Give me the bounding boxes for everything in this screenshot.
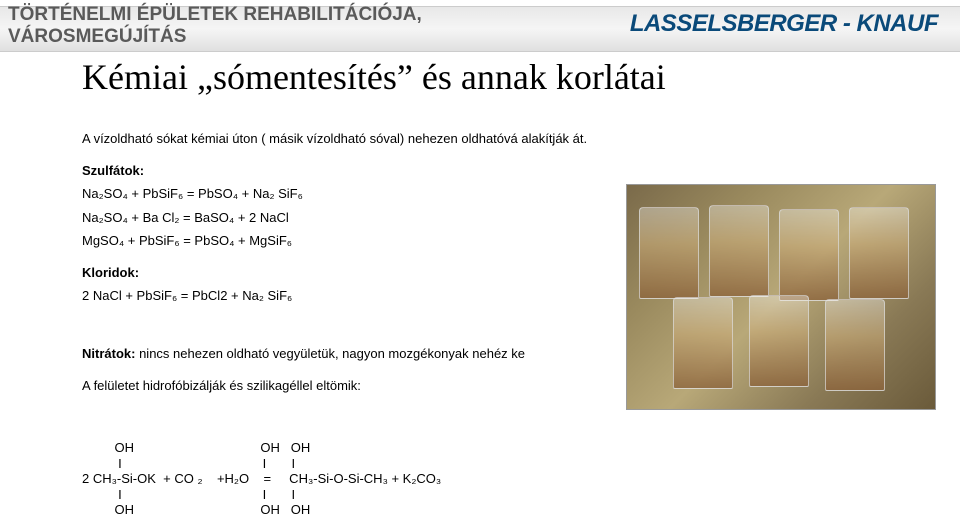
header-title: TÖRTÉNELMI ÉPÜLETEK REHABILITÁCIÓJA, VÁR…	[8, 4, 422, 48]
sulfates-eq3: MgSO₄ + PbSiF₆ = PbSO₄ + MgSiF₆	[82, 232, 602, 250]
chlorides-label: Kloridok:	[82, 264, 602, 282]
sulfates-eq1: Na₂SO₄ + PbSiF₆ = PbSO₄ + Na₂ SiF₆	[82, 185, 602, 203]
beaker-2	[709, 205, 769, 297]
beaker-7	[825, 299, 885, 391]
formula-r5: OH OH OH	[82, 502, 441, 518]
logo: LASSELSBERGER - KNAUF	[630, 10, 938, 38]
nitrates-line: Nitrátok: nincs nehezen oldható vegyület…	[82, 346, 642, 361]
beaker-5	[673, 297, 733, 389]
beaker-3	[779, 209, 839, 301]
formula-block: OH OH OH I I I 2 CH₃-Si-OK + CO ₂ +H₂O =…	[82, 440, 441, 518]
nitrates-prefix: Nitrátok:	[82, 346, 135, 361]
sulfates-eq2: Na₂SO₄ + Ba Cl₂ = BaSO₄ + 2 NaCl	[82, 209, 602, 227]
formula-r2: I I I	[82, 456, 441, 472]
photo-beakers	[626, 184, 936, 410]
beaker-6	[749, 295, 809, 387]
formula-r1: OH OH OH	[82, 440, 441, 456]
nitrates-text: nincs nehezen oldható vegyületük, nagyon…	[139, 346, 525, 361]
formula-r4: I I I	[82, 487, 441, 503]
beaker-4	[849, 207, 909, 299]
sulfates-label: Szulfátok:	[82, 162, 602, 180]
body-content: A vízoldható sókat kémiai úton ( másik v…	[82, 130, 602, 311]
chlorides-eq1: 2 NaCl + PbSiF₆ = PbCl2 + Na₂ SiF₆	[82, 287, 602, 305]
beaker-1	[639, 207, 699, 299]
intro-text: A vízoldható sókat kémiai úton ( másik v…	[82, 130, 602, 148]
formula-r3: 2 CH₃-Si-OK + CO ₂ +H₂O = CH₃-Si-O-Si-CH…	[82, 471, 441, 487]
main-title: Kémiai „sómentesítés” és annak korlátai	[82, 56, 666, 98]
